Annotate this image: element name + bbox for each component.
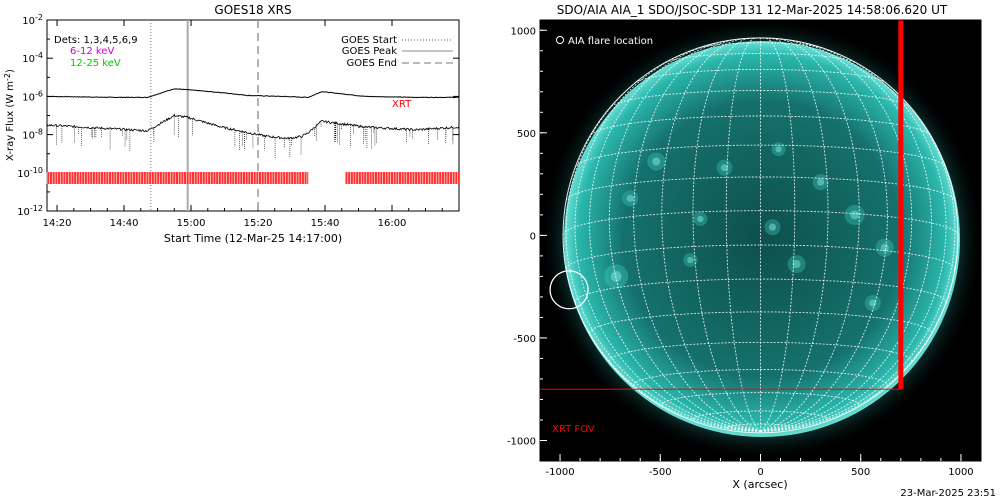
grid-line bbox=[633, 369, 888, 386]
legend-band2: 12-25 keV bbox=[70, 58, 121, 69]
active-region-core bbox=[817, 178, 825, 186]
grid-line bbox=[574, 49, 761, 432]
legend-goes-start: GOES Start bbox=[341, 35, 397, 46]
active-region bbox=[787, 255, 806, 274]
active-region-core bbox=[768, 223, 777, 231]
grid-line bbox=[760, 37, 796, 432]
aia-xtick-label: -1000 bbox=[546, 467, 575, 478]
active-region bbox=[875, 238, 894, 257]
aia-ytick-label: 1000 bbox=[511, 26, 536, 37]
sun-disk bbox=[564, 41, 960, 437]
active-region bbox=[771, 142, 786, 157]
goes-xtick-label: 14:40 bbox=[110, 218, 139, 229]
grid-line bbox=[589, 42, 761, 432]
grid-line bbox=[760, 37, 829, 432]
active-region-core bbox=[775, 146, 782, 153]
active-region-core bbox=[610, 270, 622, 282]
active-region-core bbox=[626, 194, 634, 203]
grid-line bbox=[574, 144, 947, 168]
grid-line bbox=[760, 49, 947, 432]
goes-y-axis: 10-2 10-4 10-6 10-8 10-10 10-12 bbox=[17, 13, 459, 218]
aia-ytick-label: 500 bbox=[517, 129, 536, 140]
sun-active-regions bbox=[604, 142, 894, 312]
aia-xtick-label: 500 bbox=[851, 467, 870, 478]
goes-ytick-label: 10-6 bbox=[22, 89, 43, 103]
grid-line bbox=[565, 80, 761, 432]
active-region-core bbox=[697, 215, 704, 223]
aia-axes: -1000 -500 0 500 1000 1000 500 0 -500 -1000 bbox=[507, 26, 974, 478]
grid-line bbox=[760, 40, 913, 432]
active-region bbox=[716, 159, 733, 176]
active-region-core bbox=[687, 256, 694, 264]
grid-line bbox=[725, 37, 761, 432]
aia-ytick-label: -500 bbox=[513, 334, 536, 345]
active-region bbox=[693, 211, 708, 226]
grid-line bbox=[562, 235, 761, 432]
aia-ytick-label: 0 bbox=[530, 231, 536, 242]
grid-line bbox=[565, 176, 956, 201]
goes-title: GOES18 XRS bbox=[214, 3, 291, 17]
heliographic-grid bbox=[562, 37, 959, 434]
legend-xrt: XRT bbox=[392, 99, 412, 110]
legend-goes-peak: GOES Peak bbox=[342, 46, 397, 57]
active-region bbox=[844, 204, 865, 225]
flare-legend-icon bbox=[556, 36, 564, 44]
grid-line bbox=[608, 40, 761, 432]
goes-ytick-label: 10-8 bbox=[22, 128, 43, 142]
aia-xtick-label: 1000 bbox=[948, 467, 973, 478]
goes-ytick-label: 10-2 bbox=[22, 13, 43, 27]
active-region bbox=[764, 219, 781, 236]
goes-xtick-label: 15:20 bbox=[244, 218, 273, 229]
footer-timestamp: 23-Mar-2025 23:51 bbox=[900, 488, 996, 499]
aia-xtick-label: -500 bbox=[649, 467, 672, 478]
goes-ytick-label: 10-4 bbox=[22, 51, 43, 65]
goes-ytick-label: 10-12 bbox=[17, 204, 43, 218]
goes-xlabel: Start Time (12-Mar-25 14:17:00) bbox=[164, 232, 342, 245]
goes-ylabel: X-ray Flux (W m-2) bbox=[3, 69, 16, 161]
grid-line bbox=[692, 37, 761, 432]
flare-location-circle bbox=[549, 270, 589, 310]
active-region bbox=[683, 252, 698, 268]
legend-dets: Dets: 1,3,4,5,6,9 bbox=[54, 35, 138, 46]
aia-title: SDO/AIA AIA_1 SDO/JSOC-SDP 131 12-Mar-20… bbox=[557, 3, 948, 17]
grid-line bbox=[589, 311, 932, 334]
goes-xtick-label: 14:20 bbox=[43, 218, 72, 229]
goes-long-channel-line bbox=[47, 88, 459, 99]
flare-legend-label: AIA flare location bbox=[568, 36, 653, 47]
grid-line bbox=[661, 38, 761, 432]
grid-line bbox=[760, 80, 956, 432]
xrt-coverage-bars bbox=[46, 172, 459, 184]
goes-short-channel-line bbox=[47, 113, 459, 141]
aia-xlabel: X (arcsec) bbox=[732, 478, 787, 491]
goes-xtick-label: 16:00 bbox=[378, 218, 407, 229]
goes-flux-lines bbox=[47, 88, 459, 159]
aia-xtick-label: 0 bbox=[757, 467, 763, 478]
active-region bbox=[864, 295, 881, 312]
grid-line bbox=[760, 38, 860, 432]
active-region bbox=[604, 264, 629, 289]
active-region-core bbox=[652, 157, 661, 166]
xrt-coverage-segment bbox=[47, 172, 309, 184]
grid-line bbox=[633, 39, 761, 432]
goes-xtick-label: 15:40 bbox=[311, 218, 340, 229]
legend-band1: 6-12 keV bbox=[70, 46, 114, 57]
solar-limb bbox=[562, 37, 959, 434]
goes-plot: 10-2 10-4 10-6 10-8 10-10 10-12 14:20 14:40 15:… bbox=[17, 13, 460, 229]
active-region bbox=[647, 152, 666, 171]
aia-ytick-label: -1000 bbox=[507, 436, 536, 447]
grid-line bbox=[760, 42, 932, 432]
goes-xtick-label: 15:00 bbox=[177, 218, 206, 229]
active-region-core bbox=[850, 210, 860, 220]
grid-line bbox=[760, 39, 888, 432]
active-region-core bbox=[792, 260, 801, 269]
active-region-core bbox=[880, 243, 889, 252]
xrt-fov-label: XRT FOV bbox=[552, 424, 595, 435]
goes-x-axis: 14:20 14:40 15:00 15:20 15:40 16:00 bbox=[43, 20, 443, 229]
aia-image: AIA flare location XRT FOV bbox=[540, 20, 981, 461]
legend-goes-end: GOES End bbox=[347, 58, 397, 69]
goes-ytick-label: 10-10 bbox=[17, 166, 43, 180]
xrt-coverage-segment bbox=[345, 172, 459, 184]
active-region-core bbox=[720, 164, 729, 172]
